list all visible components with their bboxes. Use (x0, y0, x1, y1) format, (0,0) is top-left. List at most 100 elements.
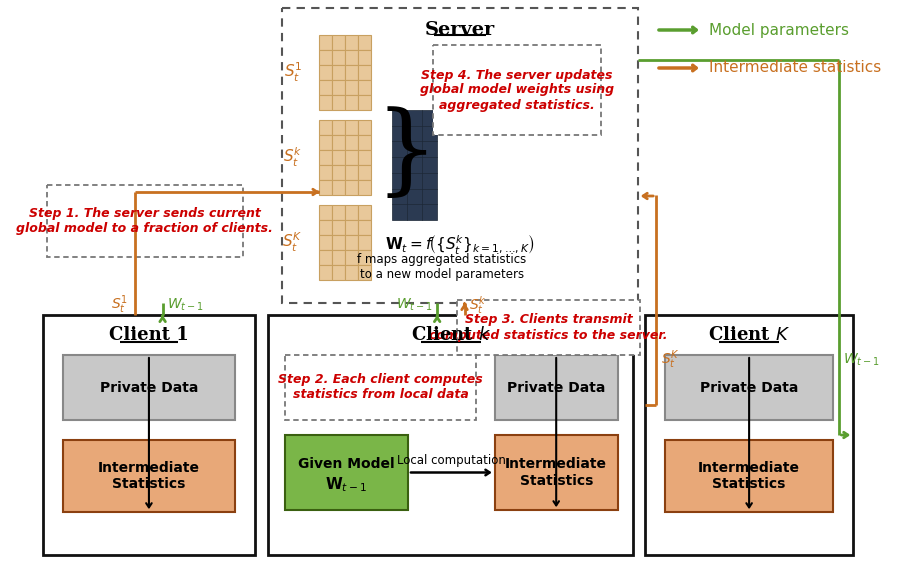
Bar (358, 135, 371, 150)
Bar (331, 65, 345, 80)
Bar (406, 126, 422, 141)
Bar (391, 126, 406, 141)
Bar (318, 180, 331, 195)
Bar (406, 141, 422, 157)
Bar (331, 205, 345, 220)
Bar (391, 173, 406, 189)
Bar (318, 150, 331, 165)
Bar (422, 173, 437, 189)
Bar (358, 65, 371, 80)
Bar (345, 50, 358, 65)
Bar (318, 35, 331, 50)
Bar (358, 205, 371, 220)
Text: Local computation: Local computation (396, 454, 505, 467)
Bar (406, 110, 422, 126)
Bar (345, 180, 358, 195)
Bar (358, 180, 371, 195)
Bar (331, 220, 345, 235)
Bar (358, 35, 371, 50)
Bar (358, 250, 371, 265)
Bar (345, 150, 358, 165)
Text: $S_t^1$: $S_t^1$ (284, 61, 302, 83)
Bar (358, 150, 371, 165)
Text: $S_t^k$: $S_t^k$ (469, 294, 486, 316)
Bar (318, 65, 331, 80)
Text: Intermediate
Statistics: Intermediate Statistics (697, 461, 799, 491)
Bar (406, 173, 422, 189)
Bar (358, 120, 371, 135)
Bar (358, 95, 371, 110)
Bar (345, 235, 358, 250)
Bar (318, 50, 331, 65)
Bar (345, 165, 358, 180)
Bar (406, 189, 422, 204)
Bar (345, 120, 358, 135)
FancyBboxPatch shape (494, 435, 617, 510)
FancyBboxPatch shape (63, 440, 235, 512)
Bar (318, 95, 331, 110)
Bar (345, 250, 358, 265)
Bar (331, 35, 345, 50)
FancyBboxPatch shape (665, 440, 832, 512)
Bar (318, 220, 331, 235)
Bar (331, 165, 345, 180)
Bar (358, 165, 371, 180)
Text: }: } (374, 107, 437, 203)
Bar (331, 250, 345, 265)
Text: $S_t^1$: $S_t^1$ (111, 294, 128, 316)
Bar (345, 135, 358, 150)
Text: Private Data: Private Data (507, 380, 605, 395)
Text: $\mathbf{W}_t = f\!\left(\{S_t^k\}_{k=1,\ldots,K}\right)$: $\mathbf{W}_t = f\!\left(\{S_t^k\}_{k=1,… (385, 234, 535, 257)
Bar (345, 80, 358, 95)
Text: Step 1. The server sends current
global model to a fraction of clients.: Step 1. The server sends current global … (16, 207, 273, 235)
Bar (406, 157, 422, 173)
Text: Intermediate
Statistics: Intermediate Statistics (98, 461, 200, 491)
Text: Step 2. Each client computes
statistics from local data: Step 2. Each client computes statistics … (278, 374, 482, 401)
Text: $S_t^K$: $S_t^K$ (282, 230, 302, 253)
Bar (358, 220, 371, 235)
FancyBboxPatch shape (268, 315, 633, 555)
Bar (345, 95, 358, 110)
Bar (318, 165, 331, 180)
Bar (358, 80, 371, 95)
Bar (331, 80, 345, 95)
Bar (345, 35, 358, 50)
Bar (422, 126, 437, 141)
Bar (406, 204, 422, 220)
Text: $W_{t-1}$: $W_{t-1}$ (842, 352, 879, 368)
Text: Private Data: Private Data (699, 380, 797, 395)
Text: $\mathbf{W}_{t-1}$: $\mathbf{W}_{t-1}$ (325, 475, 367, 494)
Text: Client 1: Client 1 (109, 326, 189, 344)
Bar (331, 120, 345, 135)
Bar (422, 141, 437, 157)
FancyBboxPatch shape (494, 355, 617, 420)
Bar (318, 135, 331, 150)
Text: Client $k$: Client $k$ (410, 326, 490, 344)
Bar (331, 150, 345, 165)
Bar (318, 265, 331, 280)
Text: Model parameters: Model parameters (708, 23, 848, 37)
FancyBboxPatch shape (645, 315, 852, 555)
Text: f maps aggregated statistics
to a new model parameters: f maps aggregated statistics to a new mo… (357, 253, 526, 281)
Text: Step 4. The server updates
global model weights using
aggregated statistics.: Step 4. The server updates global model … (420, 69, 613, 112)
Bar (318, 120, 331, 135)
Bar (331, 95, 345, 110)
Bar (422, 157, 437, 173)
Bar (331, 235, 345, 250)
Text: Given Model: Given Model (298, 458, 395, 472)
Bar (345, 205, 358, 220)
Text: $W_{t-1}$: $W_{t-1}$ (396, 297, 433, 313)
Bar (345, 265, 358, 280)
Bar (331, 50, 345, 65)
Text: Intermediate statistics: Intermediate statistics (708, 61, 880, 75)
Bar (331, 180, 345, 195)
Text: $W_{t-1}$: $W_{t-1}$ (167, 297, 204, 313)
Text: $S_t^k$: $S_t^k$ (283, 145, 302, 168)
Bar (345, 65, 358, 80)
FancyBboxPatch shape (284, 355, 476, 420)
Bar (422, 110, 437, 126)
FancyBboxPatch shape (665, 355, 832, 420)
Bar (391, 189, 406, 204)
FancyBboxPatch shape (433, 45, 600, 135)
Bar (318, 250, 331, 265)
